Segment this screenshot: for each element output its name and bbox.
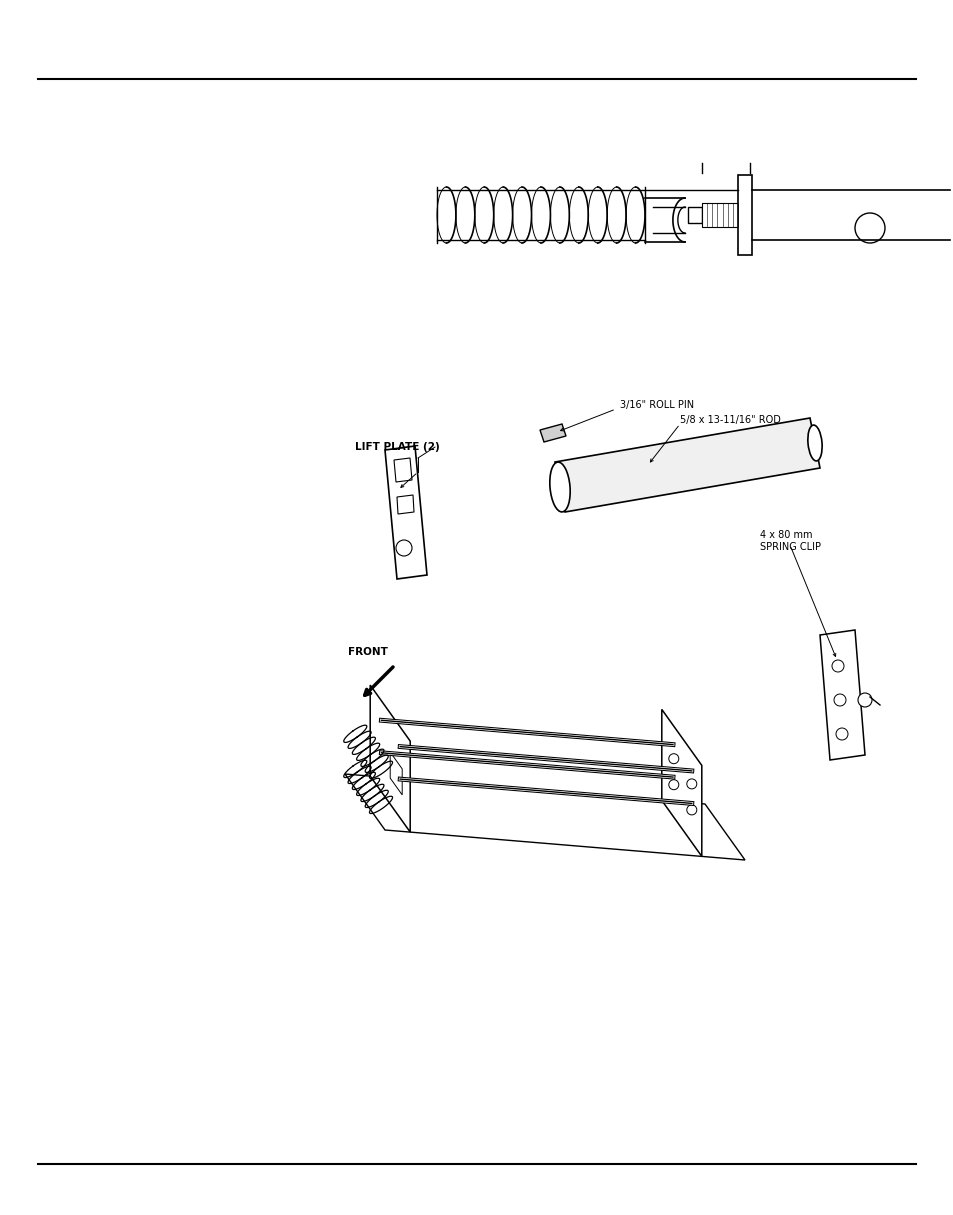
Text: LIFT PLATE (2): LIFT PLATE (2) [355, 442, 439, 452]
Polygon shape [370, 685, 410, 832]
Polygon shape [394, 458, 412, 482]
Circle shape [686, 804, 696, 815]
Polygon shape [345, 774, 744, 860]
Circle shape [831, 660, 843, 672]
Polygon shape [396, 495, 414, 514]
Text: 4 x 80 mm
SPRING CLIP: 4 x 80 mm SPRING CLIP [760, 530, 821, 552]
Ellipse shape [807, 425, 821, 460]
Ellipse shape [549, 462, 570, 512]
Bar [738, 175, 751, 255]
Polygon shape [555, 418, 820, 512]
Text: 3/16" ROLL PIN: 3/16" ROLL PIN [619, 400, 694, 409]
Circle shape [833, 694, 845, 706]
Text: FRONT: FRONT [348, 648, 388, 657]
Bar [701, 203, 738, 227]
Circle shape [668, 753, 679, 764]
Circle shape [835, 728, 847, 740]
Polygon shape [385, 446, 427, 580]
Circle shape [668, 780, 679, 790]
Polygon shape [661, 710, 701, 857]
Text: 5/8 x 13-11/16" ROD: 5/8 x 13-11/16" ROD [679, 416, 781, 425]
Bar [687, 207, 701, 224]
Polygon shape [820, 631, 864, 761]
Circle shape [686, 779, 696, 789]
Polygon shape [390, 752, 402, 795]
Polygon shape [539, 424, 565, 442]
Circle shape [395, 539, 412, 556]
Circle shape [857, 693, 871, 707]
